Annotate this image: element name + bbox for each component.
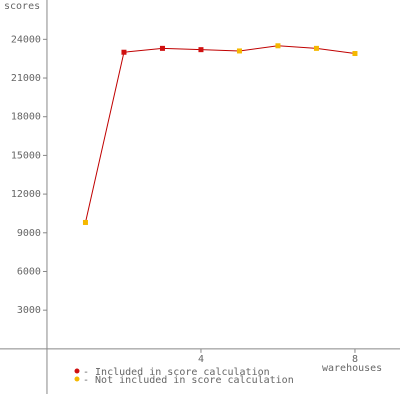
line (84, 45, 356, 223)
x-axis-label: warehouses (322, 363, 382, 374)
y-tick-label: 15000 (11, 150, 41, 161)
point (121, 49, 127, 55)
y-tick-label: 6000 (17, 266, 41, 277)
legend-marker (74, 376, 80, 382)
point (82, 219, 88, 225)
y-tick-label: 9000 (17, 228, 41, 239)
y-axis-label: scores (4, 1, 40, 12)
x-tick-label: 8 (352, 354, 358, 365)
y-tick-label: 12000 (11, 189, 41, 200)
legend-label: - Included in score calculation (83, 367, 270, 378)
y-tick-label: 3000 (17, 305, 41, 316)
y-tick-label: 18000 (11, 112, 41, 123)
x-tick-label: 4 (198, 354, 204, 365)
y-tick-label: 21000 (11, 73, 41, 84)
point (313, 45, 319, 51)
legend-marker (74, 368, 80, 374)
point (159, 45, 165, 51)
y-tick-label: 24000 (11, 34, 41, 45)
point (236, 48, 242, 54)
point (275, 43, 281, 49)
point (198, 47, 204, 53)
legend-label: - Not included in score calculation (83, 375, 294, 386)
point (352, 51, 358, 57)
